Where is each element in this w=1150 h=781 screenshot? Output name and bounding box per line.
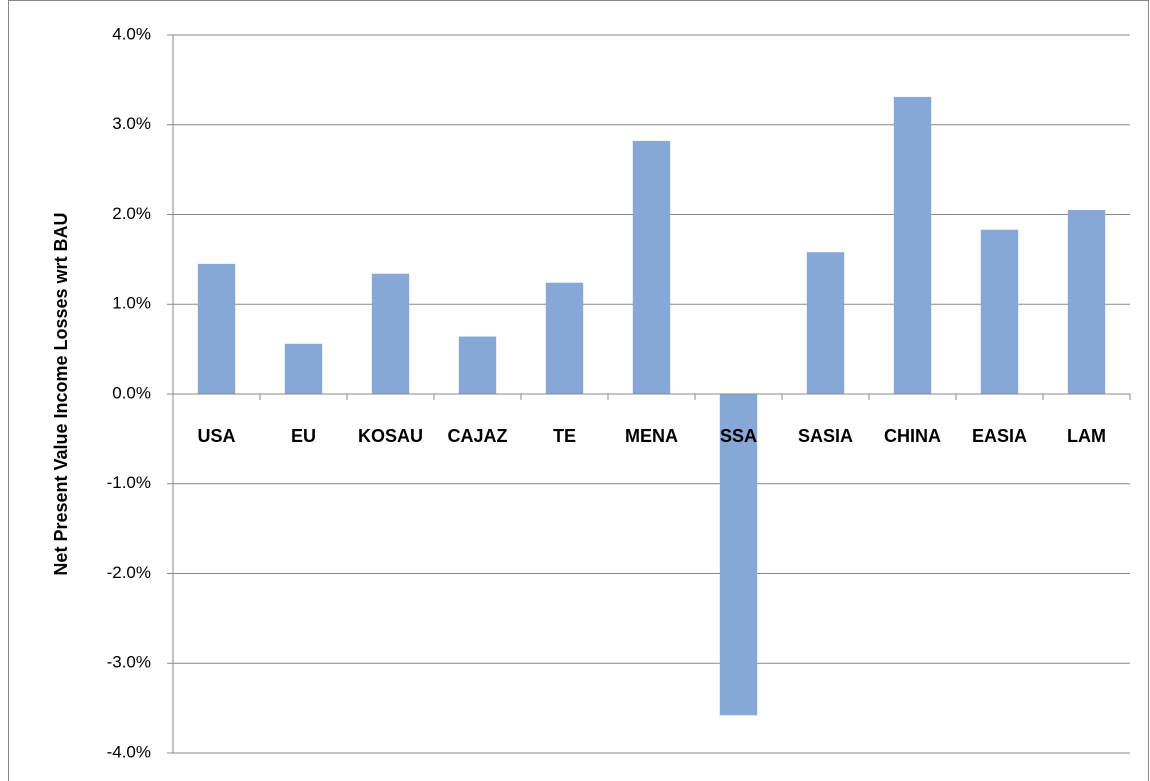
bar (458, 336, 497, 394)
y-tick-label: 4.0% (112, 24, 151, 43)
x-tick-label: LAM (1067, 426, 1106, 446)
y-tick-label: -1.0% (107, 473, 151, 492)
y-tick-label: 0.0% (112, 383, 151, 402)
bar (371, 273, 410, 394)
bar (284, 343, 323, 394)
y-tick-label: 3.0% (112, 114, 151, 133)
x-tick-label: CHINA (884, 426, 941, 446)
y-tick-label: 2.0% (112, 204, 151, 223)
x-tick-label: EASIA (972, 426, 1027, 446)
x-tick-label: SASIA (798, 426, 853, 446)
y-axis-label: Net Present Value Income Losses wrt BAU (51, 212, 71, 575)
bar (1067, 210, 1106, 394)
bar (893, 96, 932, 395)
x-tick-label: SSA (720, 426, 757, 446)
bar (632, 140, 671, 394)
x-tick-label: TE (553, 426, 576, 446)
y-tick-label: -3.0% (107, 653, 151, 672)
y-tick-label: 1.0% (112, 294, 151, 313)
bar (545, 282, 584, 394)
x-tick-label: MENA (625, 426, 678, 446)
y-tick-label: -2.0% (107, 563, 151, 582)
x-tick-label: USA (197, 426, 235, 446)
y-tick-label: -4.0% (107, 742, 151, 761)
bar (719, 394, 758, 716)
bar (197, 263, 236, 394)
x-tick-label: KOSAU (358, 426, 423, 446)
chart-border (8, 0, 1149, 781)
bar (980, 229, 1019, 394)
bar (806, 252, 845, 394)
x-tick-label: CAJAZ (447, 426, 507, 446)
x-tick-label: EU (291, 426, 316, 446)
